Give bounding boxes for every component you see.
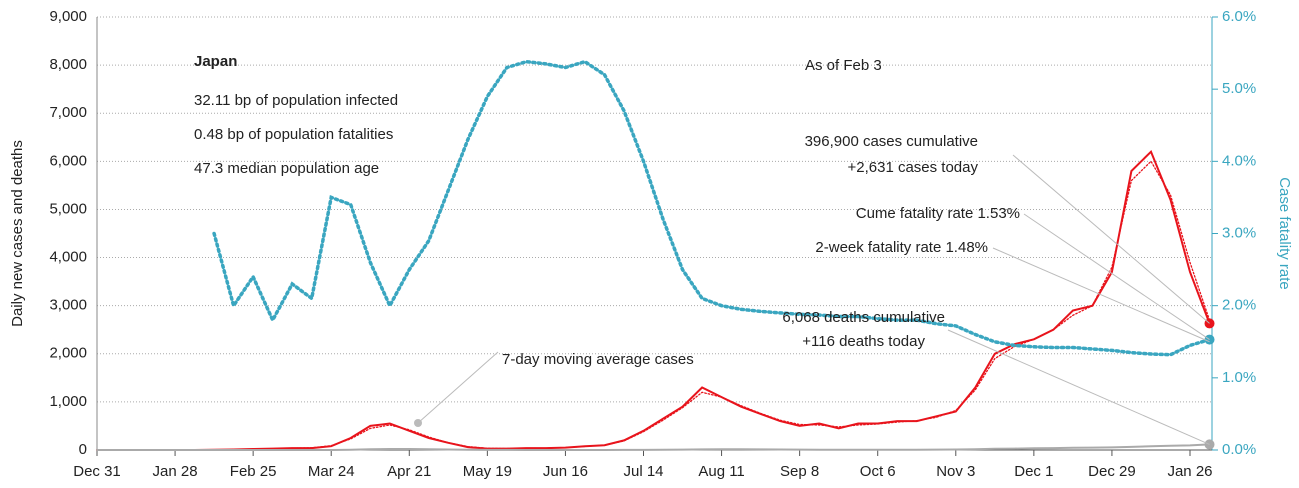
annotation: As of Feb 3 bbox=[805, 57, 882, 74]
x-tick-label: Jun 16 bbox=[543, 463, 588, 480]
x-tick-label: Aug 11 bbox=[698, 463, 744, 480]
y-tick-label: 1,000 bbox=[49, 393, 87, 410]
x-tick-label: Dec 31 bbox=[73, 463, 121, 480]
annotation: 7-day moving average cases bbox=[502, 351, 694, 368]
y-tick-label: 7,000 bbox=[49, 104, 87, 121]
x-tick-label: Jul 14 bbox=[623, 463, 663, 480]
x-tick-label: Sep 8 bbox=[780, 463, 819, 480]
x-tick-label: Feb 25 bbox=[230, 463, 277, 480]
stat-line: 0.48 bp of population fatalities bbox=[194, 126, 393, 143]
annotation: 6,068 deaths cumulative bbox=[782, 309, 945, 326]
y-tick-label: 2,000 bbox=[49, 345, 87, 362]
leader-line bbox=[992, 247, 1210, 343]
y-tick-label: 0 bbox=[79, 441, 87, 458]
x-tick-label: May 19 bbox=[463, 463, 512, 480]
x-tick-label: Nov 3 bbox=[936, 463, 975, 480]
leader-line bbox=[947, 329, 1210, 445]
series-line bbox=[96, 443, 1211, 451]
y2-tick-label: 6.0% bbox=[1222, 8, 1256, 25]
x-tick-label: Dec 29 bbox=[1088, 463, 1136, 480]
annotation: Cume fatality rate 1.53% bbox=[856, 205, 1020, 222]
y2-tick-label: 4.0% bbox=[1222, 152, 1256, 169]
y2-tick-label: 2.0% bbox=[1222, 297, 1256, 314]
stat-line: 32.11 bp of population infected bbox=[194, 92, 398, 109]
annotation: +2,631 cases today bbox=[847, 159, 978, 176]
y2-tick-label: 1.0% bbox=[1222, 369, 1256, 386]
leader-line bbox=[1023, 213, 1210, 340]
stat-line: 47.3 median population age bbox=[194, 160, 379, 177]
x-tick-label: Jan 26 bbox=[1167, 463, 1212, 480]
y2-tick-label: 3.0% bbox=[1222, 224, 1256, 241]
panel-title: Japan bbox=[194, 53, 237, 70]
series-line bbox=[96, 160, 1211, 451]
x-tick-label: Dec 1 bbox=[1014, 463, 1053, 480]
y-tick-label: 3,000 bbox=[49, 297, 87, 314]
y-tick-label: 8,000 bbox=[49, 56, 87, 73]
x-tick-label: Oct 6 bbox=[860, 463, 896, 480]
y-tick-label: 9,000 bbox=[49, 8, 87, 25]
x-tick-label: Jan 28 bbox=[153, 463, 198, 480]
x-tick-label: Mar 24 bbox=[308, 463, 355, 480]
y-tick-label: 4,000 bbox=[49, 249, 87, 266]
annotation: 2-week fatality rate 1.48% bbox=[815, 239, 988, 256]
annotation: +116 deaths today bbox=[802, 333, 925, 350]
leader-line bbox=[417, 351, 499, 424]
leader-dot bbox=[414, 419, 422, 427]
annotation: 396,900 cases cumulative bbox=[805, 133, 978, 150]
y2-axis-label: Case fatality rate bbox=[1276, 177, 1293, 290]
y-tick-label: 6,000 bbox=[49, 152, 87, 169]
y2-tick-label: 0.0% bbox=[1222, 441, 1256, 458]
leader-line bbox=[1012, 154, 1210, 324]
y-axis-label: Daily new cases and deaths bbox=[9, 140, 26, 327]
y-tick-label: 5,000 bbox=[49, 200, 87, 217]
series-line bbox=[212, 59, 1212, 357]
y2-tick-label: 5.0% bbox=[1222, 80, 1256, 97]
x-tick-label: Apr 21 bbox=[387, 463, 431, 480]
